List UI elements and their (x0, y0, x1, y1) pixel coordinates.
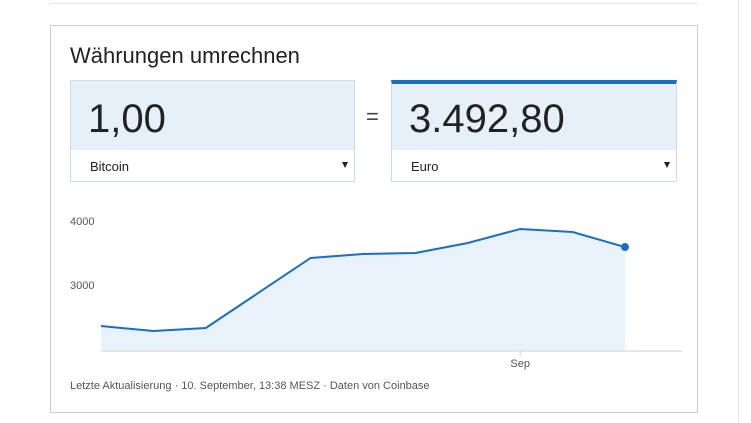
from-amount[interactable]: 1,00 (70, 80, 355, 151)
to-currency-label: Euro (411, 159, 439, 174)
area (101, 228, 625, 350)
title: Währungen umrechnen (70, 43, 300, 68)
footer: Letzte Aktualisierung · 10. September, 1… (70, 380, 430, 392)
dropdown-arrow (664, 162, 670, 168)
to-currency[interactable]: Euro (391, 150, 677, 182)
end-marker (621, 243, 629, 252)
to-amount[interactable]: 3.492,80 (391, 80, 677, 151)
dropdown-arrow (342, 162, 348, 168)
x-tick-label: Sep (510, 358, 530, 370)
line (100, 227, 626, 332)
side-divider (738, 0, 739, 423)
from-currency-label: Bitcoin (90, 159, 130, 174)
equals: = (366, 104, 379, 129)
y-tick-label: 3000 (70, 280, 94, 292)
card (50, 25, 698, 413)
top-divider (50, 3, 697, 4)
y-tick-label: 4000 (70, 216, 94, 228)
from-currency[interactable]: Bitcoin (70, 150, 355, 182)
